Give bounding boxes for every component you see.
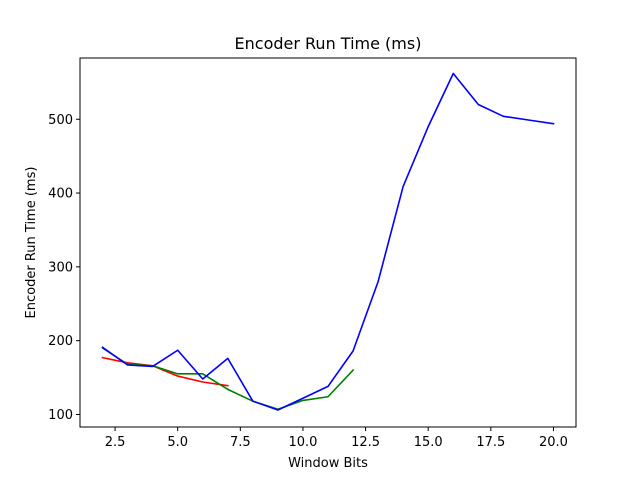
y-tick-label: 300 bbox=[48, 260, 73, 275]
series-layer bbox=[101, 72, 555, 411]
x-axis-ticks: 2.5 5.0 7.5 10.0 12.5 15.0 17.5 20.0 bbox=[105, 427, 568, 450]
x-tick-label: 20.0 bbox=[539, 435, 568, 450]
x-tick-label: 2.5 bbox=[105, 435, 126, 450]
x-tick-label: 15.0 bbox=[414, 435, 443, 450]
x-tick-label: 5.0 bbox=[167, 435, 188, 450]
x-axis-title: Window Bits bbox=[288, 456, 368, 471]
x-tick-label: 10.0 bbox=[288, 435, 317, 450]
y-tick-label: 400 bbox=[48, 187, 73, 202]
plot-area bbox=[80, 58, 576, 427]
x-tick-label: 7.5 bbox=[230, 435, 251, 450]
plot-frame bbox=[79, 57, 577, 428]
x-tick-label: 12.5 bbox=[351, 435, 380, 450]
x-tick-label: 17.5 bbox=[476, 435, 505, 450]
series-line-3 bbox=[101, 72, 555, 411]
y-axis-ticks: 100 200 300 400 500 bbox=[48, 113, 80, 423]
y-tick-label: 200 bbox=[48, 334, 73, 349]
chart-title: Encoder Run Time (ms) bbox=[235, 34, 422, 53]
y-tick-label: 500 bbox=[48, 113, 73, 128]
y-axis-title: Encoder Run Time (ms) bbox=[24, 167, 39, 319]
y-tick-label: 100 bbox=[48, 408, 73, 423]
